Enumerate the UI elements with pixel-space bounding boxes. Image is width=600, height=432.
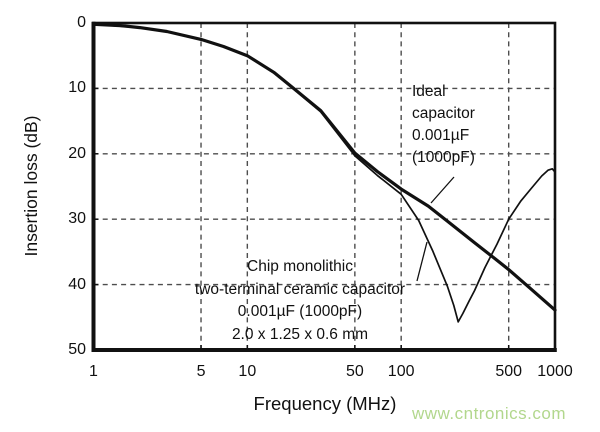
chip-annotation-line: two-terminal ceramic capacitor xyxy=(194,280,406,298)
ideal-annotation-line: capacitor xyxy=(412,105,475,122)
y-tick-label: 20 xyxy=(68,144,86,162)
x-axis-title: Frequency (MHz) xyxy=(253,393,397,414)
x-tick-label: 1 xyxy=(89,363,98,380)
x-tick-label: 50 xyxy=(345,363,364,380)
data-curves xyxy=(91,22,557,323)
chip-annotation-line: 2.0 x 1.25 x 0.6 mm xyxy=(231,325,369,343)
chip-annotation-line: Chip monolithic xyxy=(247,258,353,275)
ideal-label-leader-line xyxy=(430,176,455,204)
x-tick-label: 100 xyxy=(387,363,415,380)
y-axis-title: Insertion loss (dB) xyxy=(21,115,41,257)
x-tick-label: 5 xyxy=(196,363,206,380)
ideal-annotation-line: (1000pF) xyxy=(412,149,475,166)
chip-annotation-line: 0.001µF (1000pF) xyxy=(237,303,363,321)
annotation-leader-lines xyxy=(416,176,455,282)
ideal-annotation-line: Ideal xyxy=(412,83,446,100)
x-tick-label: 10 xyxy=(238,363,257,380)
gridlines xyxy=(93,23,555,350)
y-tick-label: 40 xyxy=(68,275,86,293)
ideal-capacitor-annotation: Ideal capacitor 0.001µF (1000pF) xyxy=(412,81,475,169)
y-tick-label: 10 xyxy=(68,79,86,97)
ideal-annotation-line: 0.001µF xyxy=(412,127,470,144)
y-tick-label: 50 xyxy=(68,341,86,358)
y-tick-label: 30 xyxy=(68,210,86,228)
plot-frame xyxy=(91,21,557,352)
chip-capacitor-curve xyxy=(92,23,556,323)
watermark-text: www.cntronics.com xyxy=(412,404,566,423)
x-tick-label: 500 xyxy=(495,363,523,380)
chip-capacitor-annotation: Chip monolithic two-terminal ceramic cap… xyxy=(160,256,440,346)
y-tick-label: 0 xyxy=(77,14,86,31)
x-tick-label: 1000 xyxy=(537,363,573,380)
chip-label-leader-line xyxy=(416,241,428,282)
